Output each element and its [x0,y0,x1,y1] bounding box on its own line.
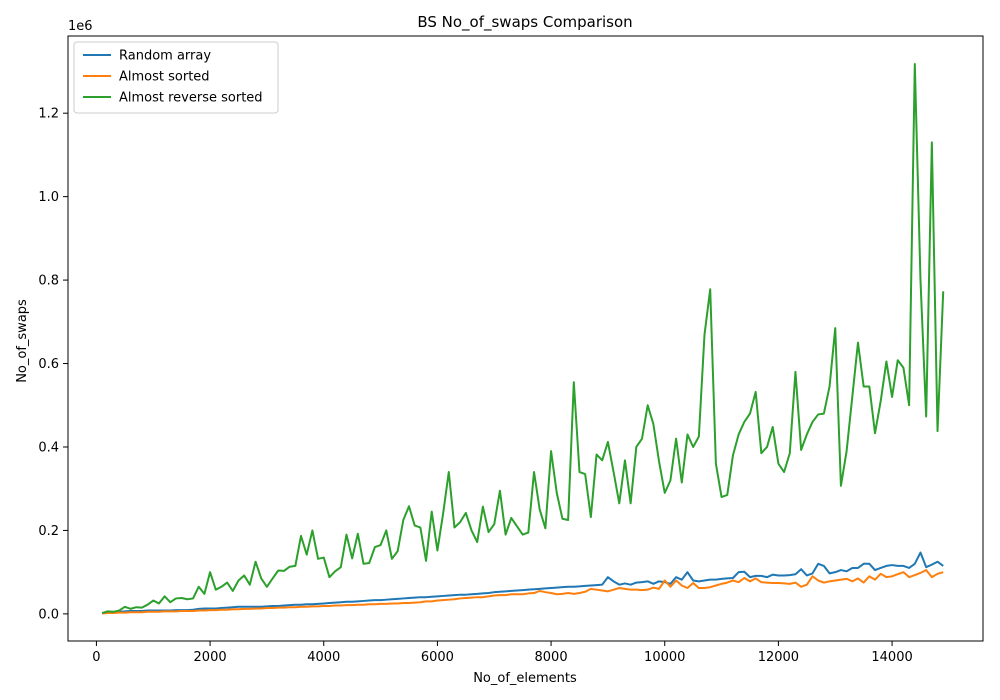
y-axis-offset-label: 1e6 [68,19,93,34]
x-tick-label: 0 [92,650,100,665]
chart-title: BS No_of_swaps Comparison [417,13,632,32]
series-line-almost-sorted [102,569,944,615]
y-tick-label: 0.2 [38,524,59,539]
x-tick-label: 14000 [871,650,912,665]
x-tick-label: 8000 [535,650,568,665]
x-tick-label: 6000 [421,650,454,665]
series-line-almost-reverse-sorted [101,62,945,614]
legend-label: Almost reverse sorted [119,91,263,106]
legend: Random array Almost sorted Almost reverse … [73,41,279,114]
y-tick-label: 0.0 [38,607,59,622]
x-tick-label: 4000 [307,650,340,665]
axes-frame [67,35,984,642]
y-tick-label: 0.8 [38,274,59,289]
x-tick-label: 10000 [644,650,685,665]
plot-area: 0 2000 4000 6000 8000 10000 12000 14000 0.0 0.2 0.… [38,35,984,665]
y-axis-label: No_of_swaps [15,299,30,383]
y-tick-label: 0.4 [38,440,59,455]
legend-label: Almost sorted [119,70,210,85]
x-tick-label: 12000 [758,650,799,665]
y-tick-label: 1.0 [38,190,59,205]
x-tick-label: 2000 [194,650,227,665]
legend-label: Random array [119,49,211,64]
series-line-random-array [102,551,944,615]
y-tick-label: 0.6 [38,357,59,372]
legend-box [73,41,279,114]
y-tick-label: 1.2 [38,107,59,122]
x-axis-label: No_of_elements [473,671,577,686]
